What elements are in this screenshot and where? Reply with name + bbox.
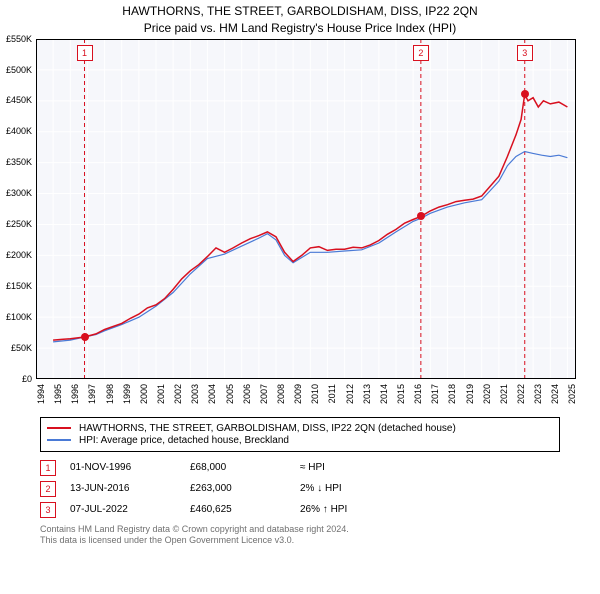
x-axis-labels: 1994 1995 1996 1997 1998 1999 2000 2001 2002 2003… <box>36 381 576 411</box>
y-tick-label: £550K <box>6 34 32 44</box>
x-tick-label: 1997 <box>87 384 97 404</box>
event-price: £460,625 <box>190 504 300 515</box>
x-tick-label: 2012 <box>345 384 355 404</box>
x-tick-label: 2015 <box>396 384 406 404</box>
legend-label: HPI: Average price, detached house, Brec… <box>79 435 289 446</box>
x-tick-label: 2017 <box>430 384 440 404</box>
footnote-line2: This data is licensed under the Open Gov… <box>40 535 560 547</box>
x-tick-label: 1998 <box>105 384 115 404</box>
sale-point-3 <box>521 90 529 98</box>
event-price: £68,000 <box>190 462 300 473</box>
x-tick-label: 1994 <box>36 384 46 404</box>
legend-label: HAWTHORNS, THE STREET, GARBOLDISHAM, DIS… <box>79 423 456 434</box>
x-tick-label: 2004 <box>207 384 217 404</box>
event-marker-3: 3 <box>517 45 533 61</box>
x-tick-label: 2002 <box>173 384 183 404</box>
x-tick-label: 2010 <box>310 384 320 404</box>
event-hpi: ≈ HPI <box>300 462 390 473</box>
x-tick-label: 2007 <box>259 384 269 404</box>
y-tick-label: £200K <box>6 250 32 260</box>
x-tick-label: 2008 <box>276 384 286 404</box>
x-tick-label: 2009 <box>293 384 303 404</box>
x-tick-label: 2023 <box>533 384 543 404</box>
event-row: 2 13-JUN-2016£263,0002% ↓ HPI <box>40 481 560 497</box>
event-row: 1 01-NOV-1996£68,000≈ HPI <box>40 460 560 476</box>
x-tick-label: 1999 <box>122 384 132 404</box>
x-tick-label: 2005 <box>225 384 235 404</box>
y-tick-label: £350K <box>6 157 32 167</box>
event-row-marker: 1 <box>40 460 56 476</box>
y-tick-label: £400K <box>6 126 32 136</box>
chart-subtitle: Price paid vs. HM Land Registry's House … <box>0 21 600 35</box>
footnote: Contains HM Land Registry data © Crown c… <box>40 524 560 547</box>
sale-point-1 <box>81 333 89 341</box>
event-marker-2: 2 <box>413 45 429 61</box>
y-tick-label: £0 <box>22 374 32 384</box>
event-row-marker: 3 <box>40 502 56 518</box>
chart-container: £0£50K£100K£150K£200K£250K£300K£350K£400… <box>36 39 596 409</box>
legend-item: HPI: Average price, detached house, Brec… <box>47 435 553 446</box>
footnote-line1: Contains HM Land Registry data © Crown c… <box>40 524 560 536</box>
chart-title: HAWTHORNS, THE STREET, GARBOLDISHAM, DIS… <box>0 4 600 20</box>
event-hpi: 2% ↓ HPI <box>300 483 390 494</box>
event-row: 3 07-JUL-2022£460,62526% ↑ HPI <box>40 502 560 518</box>
y-tick-label: £450K <box>6 95 32 105</box>
x-tick-label: 2019 <box>465 384 475 404</box>
x-tick-label: 2006 <box>242 384 252 404</box>
x-tick-label: 2003 <box>190 384 200 404</box>
x-tick-label: 2011 <box>327 384 337 403</box>
legend-item: HAWTHORNS, THE STREET, GARBOLDISHAM, DIS… <box>47 423 553 434</box>
events-table: 1 01-NOV-1996£68,000≈ HPI 2 13-JUN-2016£263… <box>40 460 560 518</box>
y-tick-label: £500K <box>6 65 32 75</box>
x-tick-label: 2013 <box>362 384 372 404</box>
event-row-marker: 2 <box>40 481 56 497</box>
x-tick-label: 2020 <box>482 384 492 404</box>
y-tick-label: £150K <box>6 281 32 291</box>
event-date: 07-JUL-2022 <box>70 504 190 515</box>
y-tick-label: £100K <box>6 312 32 322</box>
x-tick-label: 2000 <box>139 384 149 404</box>
chart-plot <box>36 39 576 379</box>
y-tick-label: £300K <box>6 188 32 198</box>
legend-box: HAWTHORNS, THE STREET, GARBOLDISHAM, DIS… <box>40 417 560 452</box>
y-tick-label: £250K <box>6 219 32 229</box>
x-tick-label: 1995 <box>53 384 63 404</box>
event-date: 13-JUN-2016 <box>70 483 190 494</box>
x-tick-label: 2014 <box>379 384 389 404</box>
legend-swatch <box>47 439 71 441</box>
event-price: £263,000 <box>190 483 300 494</box>
event-marker-1: 1 <box>77 45 93 61</box>
x-tick-label: 2022 <box>516 384 526 404</box>
y-tick-label: £50K <box>11 343 32 353</box>
x-tick-label: 2025 <box>567 384 577 404</box>
y-axis-labels: £0 £50K £100K £150K £200K £250K £300K £350K £400… <box>0 39 34 409</box>
x-tick-label: 2016 <box>413 384 423 404</box>
event-hpi: 26% ↑ HPI <box>300 504 390 515</box>
x-tick-label: 2018 <box>447 384 457 404</box>
legend-swatch <box>47 427 71 429</box>
x-tick-label: 2001 <box>156 384 166 404</box>
x-tick-label: 1996 <box>70 384 80 404</box>
x-tick-label: 2024 <box>550 384 560 404</box>
event-date: 01-NOV-1996 <box>70 462 190 473</box>
sale-point-2 <box>417 212 425 220</box>
x-tick-label: 2021 <box>499 384 509 404</box>
